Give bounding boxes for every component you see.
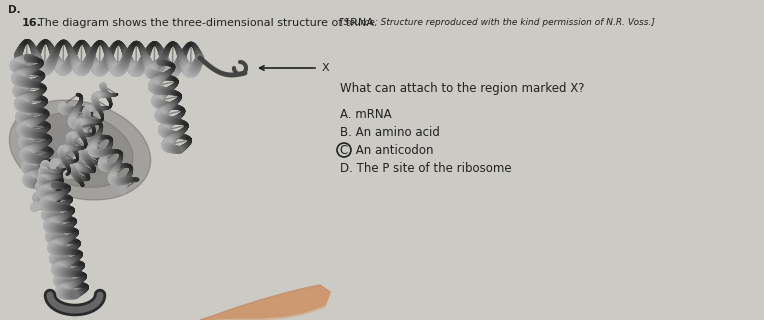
Text: 16.: 16. [22, 18, 42, 28]
Text: X: X [322, 63, 329, 73]
Text: What can attach to the region marked X?: What can attach to the region marked X? [340, 82, 584, 95]
Text: B. An amino acid: B. An amino acid [340, 126, 440, 139]
Text: [Source: Structure reproduced with the kind permission of N.R. Voss.]: [Source: Structure reproduced with the k… [340, 18, 655, 27]
Ellipse shape [44, 125, 115, 175]
Text: A. mRNA: A. mRNA [340, 108, 392, 121]
Text: The diagram shows the three-dimensional structure of tRNA.: The diagram shows the three-dimensional … [38, 18, 377, 28]
Text: C. An anticodon: C. An anticodon [340, 144, 433, 157]
Ellipse shape [9, 100, 151, 200]
Ellipse shape [27, 113, 133, 188]
Text: D.: D. [8, 5, 21, 15]
Polygon shape [200, 287, 330, 320]
Text: D. The P site of the ribosome: D. The P site of the ribosome [340, 162, 512, 175]
Polygon shape [200, 285, 330, 320]
